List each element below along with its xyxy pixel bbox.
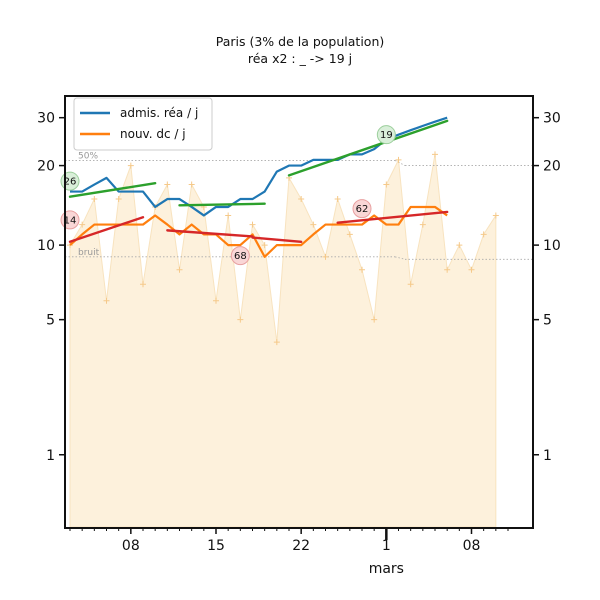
- raw-point: [346, 231, 353, 238]
- x-tick-label: 15: [207, 538, 225, 554]
- y-tick-label-right: 20: [543, 159, 561, 175]
- raw-point: [91, 196, 98, 203]
- chart-subtitle: réa x2 : _ -> 19 j: [248, 51, 352, 66]
- trend-badge: [230, 246, 250, 266]
- y-tick-label-right: 5: [543, 313, 552, 329]
- raw-point: [419, 221, 426, 228]
- raw-point: [310, 221, 317, 228]
- raw-point: [115, 196, 122, 203]
- raw-point: [432, 151, 438, 158]
- raw-area: [69, 154, 497, 528]
- reference-label: 50%: [78, 151, 98, 161]
- trend-line: [68, 181, 157, 198]
- y-tick-label: 1: [46, 448, 55, 464]
- y-tick-label: 20: [37, 159, 55, 175]
- legend-label: nouv. dc / j: [120, 127, 186, 141]
- chart-title: Paris (3% de la population): [216, 34, 385, 49]
- raw-point: [298, 196, 305, 203]
- trend-badge-label: 62: [356, 204, 369, 215]
- y-tick-label: 5: [46, 313, 55, 329]
- raw-point: [249, 221, 256, 228]
- series-line: [69, 205, 448, 258]
- raw-point: [176, 266, 183, 273]
- trend-line: [166, 229, 254, 238]
- raw-point: [225, 212, 232, 219]
- legend-label: admis. réa / j: [120, 106, 198, 120]
- reference-label: bruit: [78, 248, 100, 258]
- trend-line: [178, 202, 266, 207]
- trend-line: [287, 119, 449, 177]
- trend-badge: [352, 199, 372, 219]
- y-tick-label-right: 10: [543, 238, 561, 254]
- x-tick-label: 1: [382, 538, 391, 554]
- raw-point: [164, 181, 171, 188]
- legend-box: [73, 97, 213, 151]
- trend-badge-label: 19: [380, 130, 393, 141]
- raw-point: [359, 266, 365, 273]
- raw-point: [103, 297, 110, 304]
- y-tick-label-right: 1: [543, 448, 552, 464]
- legend: admis. réa / j nouv. dc / j: [73, 97, 213, 151]
- x-tick-label: 22: [292, 538, 310, 554]
- raw-point: [213, 297, 219, 304]
- x-tick-label: 08: [122, 538, 140, 554]
- raw-point: [383, 181, 390, 188]
- y-tick-label: 30: [37, 111, 55, 127]
- raw-point: [480, 231, 487, 238]
- trend-line: [251, 236, 303, 243]
- raw-point: [468, 266, 475, 273]
- y-tick-label-right: 30: [543, 111, 561, 127]
- raw-point: [456, 242, 463, 249]
- trend-line: [336, 210, 449, 224]
- trend-badge-label: 14: [64, 215, 77, 226]
- raw-point: [261, 242, 268, 249]
- trend-badge: [376, 125, 396, 145]
- raw-point: [444, 266, 451, 273]
- month-label: mars: [369, 561, 404, 577]
- x-tick-label: 08: [463, 538, 481, 554]
- raw-point: [79, 221, 86, 228]
- raw-point: [492, 212, 499, 219]
- raw-point: [322, 253, 329, 260]
- raw-point: [127, 162, 134, 169]
- raw-point: [273, 339, 280, 346]
- raw-point: [188, 181, 195, 188]
- raw-point: [140, 281, 146, 288]
- trend-badge-label: 68: [234, 251, 247, 262]
- raw-point: [237, 316, 244, 323]
- plot-frame: [64, 95, 534, 529]
- raw-point: [407, 281, 414, 288]
- raw-point: [371, 316, 378, 323]
- trend-line: [68, 216, 145, 243]
- y-tick-label: 10: [37, 238, 55, 254]
- raw-point: [395, 156, 402, 163]
- raw-point: [334, 196, 341, 203]
- trend-badge-label: 26: [64, 177, 77, 188]
